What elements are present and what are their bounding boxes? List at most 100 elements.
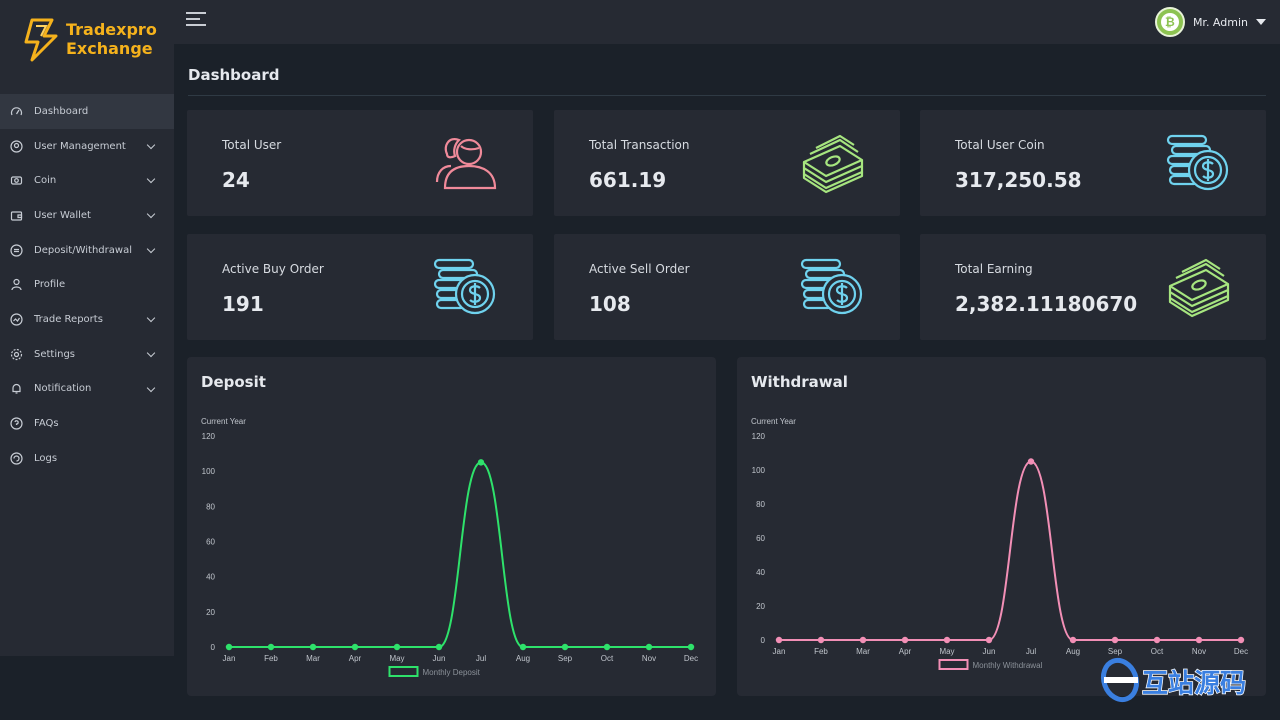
person-icon	[10, 278, 23, 291]
data-point[interactable]	[1153, 636, 1161, 644]
exchange-icon	[10, 243, 23, 257]
data-point[interactable]	[435, 643, 443, 651]
series-line	[229, 461, 691, 648]
data-point[interactable]	[351, 643, 359, 651]
sidebar-item-settings[interactable]: Settings	[0, 337, 174, 372]
x-tick-label: Nov	[642, 654, 656, 663]
stat-card-total-transaction: Total Transaction 661.19	[554, 110, 900, 216]
top-bar	[0, 0, 1280, 44]
sidebar-item-label: Settings	[34, 348, 76, 360]
user-menu[interactable]: ₿ Mr. Admin	[1154, 6, 1266, 38]
users-icon	[433, 132, 499, 194]
stat-card-value: 191	[222, 292, 264, 316]
data-point[interactable]	[687, 643, 695, 651]
data-point[interactable]	[1237, 636, 1245, 644]
data-point[interactable]	[985, 636, 993, 644]
logs-icon	[10, 452, 23, 465]
data-point[interactable]	[775, 636, 783, 644]
x-tick-label: Oct	[1151, 647, 1164, 656]
x-tick-label: Feb	[814, 647, 828, 656]
sidebar-item-label: Dashboard	[34, 105, 89, 117]
data-point[interactable]	[519, 643, 527, 651]
user-name: Mr. Admin	[1192, 15, 1248, 29]
stat-card-value: 661.19	[589, 168, 667, 192]
sidebar-item-trade-reports[interactable]: Trade Reports	[0, 302, 174, 337]
stat-card-label: Total Earning	[955, 262, 1033, 276]
x-tick-label: Sep	[1108, 647, 1123, 656]
watermark-logo-icon: 互站源码	[1100, 657, 1247, 703]
brand-line1: Tradexpro	[66, 20, 157, 39]
sidebar-item-deposit-withdrawal[interactable]: Deposit/Withdrawal	[0, 233, 174, 268]
menu-toggle-icon[interactable]	[186, 12, 206, 30]
cash-stack-icon	[800, 132, 866, 194]
data-point[interactable]	[1069, 636, 1077, 644]
data-point[interactable]	[1195, 636, 1203, 644]
brand-area[interactable]: Tradexpro Exchange	[0, 0, 174, 94]
chevron-down-icon	[146, 175, 156, 184]
chevron-down-icon	[146, 244, 156, 253]
chart-subtitle: Current Year	[751, 417, 796, 426]
sidebar-item-profile[interactable]: Profile	[0, 267, 174, 302]
data-point[interactable]	[901, 636, 909, 644]
sidebar-item-coin[interactable]: Coin	[0, 163, 174, 198]
watermark-text: 互站源码	[1142, 669, 1246, 699]
data-point[interactable]	[943, 636, 951, 644]
sidebar-item-user-management[interactable]: User Management	[0, 129, 174, 164]
data-point[interactable]	[393, 643, 401, 651]
line-chart: Current Year 0 20 40 60 80 100 120 Jan Feb Mar Apr M…	[751, 417, 1248, 670]
speedometer-icon	[10, 105, 23, 118]
data-point[interactable]	[1111, 636, 1119, 644]
data-point[interactable]	[309, 643, 317, 651]
data-point[interactable]	[561, 643, 569, 651]
bell-icon	[10, 382, 23, 395]
legend-label[interactable]: Monthly Withdrawal	[973, 661, 1043, 670]
cash-stack-icon	[1166, 256, 1232, 318]
data-point[interactable]	[817, 636, 825, 644]
sidebar-item-label: Notification	[34, 383, 92, 395]
stat-card-label: Total Transaction	[589, 138, 690, 152]
series-line	[778, 460, 1241, 641]
stat-card-label: Total User Coin	[955, 138, 1045, 152]
avatar[interactable]: ₿	[1154, 7, 1185, 37]
stat-card-active-buy-order: Active Buy Order 191	[187, 234, 533, 340]
chevron-down-icon	[146, 348, 156, 358]
x-tick-label: Apr	[349, 654, 362, 663]
data-point[interactable]	[1027, 458, 1035, 465]
x-tick-label: Jan	[223, 654, 236, 663]
stat-card-label: Active Buy Order	[222, 262, 324, 276]
sidebar-item-label: User Management	[34, 140, 126, 152]
sidebar-item-label: Trade Reports	[34, 313, 103, 325]
legend-swatch[interactable]	[388, 666, 419, 677]
y-tick-label: 40	[206, 573, 215, 582]
x-tick-label: May	[389, 654, 404, 663]
lightning-logo-icon	[24, 18, 58, 62]
stat-card-value: 2,382.11180670	[955, 292, 1138, 316]
y-tick-label: 20	[756, 602, 765, 611]
caret-down-icon	[1256, 19, 1266, 25]
x-tick-label: Dec	[1234, 647, 1248, 656]
title-divider	[188, 95, 1266, 96]
legend-label[interactable]: Monthly Deposit	[423, 668, 481, 677]
data-point[interactable]	[267, 643, 275, 651]
sidebar-item-user-wallet[interactable]: User Wallet	[0, 198, 174, 233]
x-tick-label: May	[939, 647, 954, 656]
data-point[interactable]	[603, 643, 611, 651]
x-tick-label: Jan	[773, 647, 786, 656]
deposit-chart-panel: Deposit Current Year 0 20 40 60 80 100 120 Jan Fe…	[187, 357, 716, 696]
sidebar-item-faqs[interactable]: FAQs	[0, 406, 174, 441]
x-tick-label: Aug	[516, 654, 530, 663]
data-point[interactable]	[859, 636, 867, 644]
data-point[interactable]	[477, 459, 485, 466]
sidebar-item-logs[interactable]: Logs	[0, 441, 174, 476]
x-tick-label: Jun	[983, 647, 996, 656]
y-tick-label: 120	[752, 432, 766, 441]
line-chart: Current Year 0 20 40 60 80 100 120 Jan Feb Mar Apr M…	[201, 417, 698, 677]
legend-swatch[interactable]	[938, 659, 969, 670]
y-tick-label: 60	[756, 534, 765, 543]
brand-line2: Exchange	[66, 39, 153, 58]
data-point[interactable]	[225, 643, 233, 651]
data-point[interactable]	[645, 643, 653, 651]
sidebar-item-notification[interactable]: Notification	[0, 372, 174, 407]
x-tick-label: Mar	[306, 654, 320, 663]
sidebar-item-dashboard[interactable]: Dashboard	[0, 94, 174, 129]
